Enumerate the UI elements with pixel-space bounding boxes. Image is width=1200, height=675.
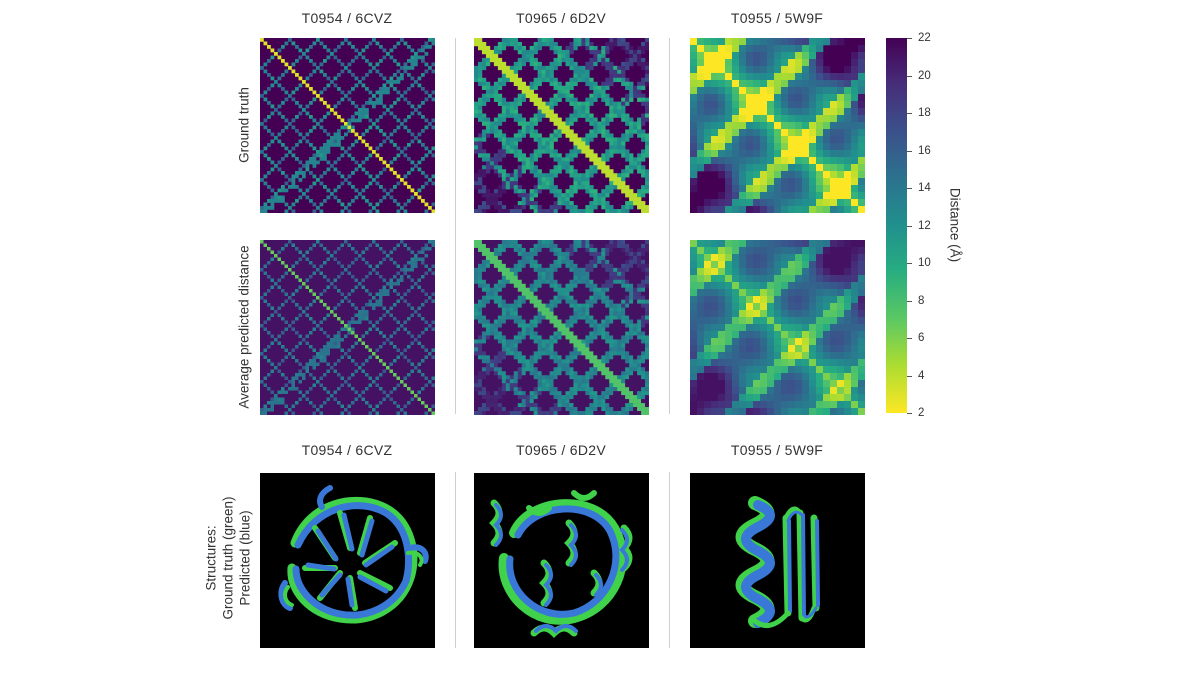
colorbar-tick-mark [907,150,912,152]
distance-map-pred-t0954 [260,240,435,415]
distance-colorbar [886,38,907,413]
column-divider-2-bottom [669,472,670,648]
structures-label-line2: Ground truth (green) [220,496,236,620]
distance-map-gt-t0955 [690,38,865,213]
colorbar-tick-label: 22 [918,32,931,44]
colorbar-tick-mark [907,338,912,339]
row-label-structures: Structures: Ground truth (green) Predict… [203,496,254,619]
distance-map-pred-t0965 [474,240,649,415]
structure-image-t0955 [690,473,865,648]
column-title-bottom-3: T0955 / 5W9F [730,442,824,458]
structure-ribbon-t0965 [489,490,633,638]
colorbar-label: Distance (Å) [947,187,963,263]
colorbar-tick-label: 20 [918,69,931,82]
colorbar-tick-mark [907,300,912,302]
colorbar-tick-mark [907,188,912,189]
colorbar-tick-label: 18 [918,107,931,119]
structure-ribbon-t0954 [278,485,429,624]
colorbar-tick-label: 10 [918,257,931,269]
column-divider-2-top [669,38,670,414]
colorbar-tick-mark [907,38,912,39]
colorbar-tick-label: 6 [918,332,925,344]
colorbar-tick-label: 12 [918,219,931,232]
colorbar-tick-mark [907,413,912,414]
column-title-bottom-1: T0954 / 6CVZ [301,442,393,458]
colorbar-tick-label: 14 [918,182,931,194]
column-divider-1-bottom [455,472,456,648]
column-divider-1-top [455,38,456,414]
colorbar-tick-label: 8 [918,294,925,307]
row-label-ground-truth: Ground truth [236,87,252,163]
distance-map-gt-t0954 [260,38,435,213]
row-label-predicted: Average predicted distance [236,245,252,409]
colorbar-tick-mark [907,375,912,377]
column-title-top-2: T0965 / 6D2V [516,10,606,26]
distance-map-gt-t0965 [474,38,649,213]
colorbar-tick-mark [907,113,912,114]
colorbar-tick-label: 4 [918,369,925,382]
structures-label-line3: Predicted (blue) [237,510,253,606]
column-title-top-3: T0955 / 5W9F [730,10,824,26]
colorbar-tick-label: 16 [918,144,931,157]
distance-map-pred-t0955 [690,240,865,415]
column-title-top-1: T0954 / 6CVZ [301,10,393,26]
structures-label-line1: Structures: [203,525,219,591]
structure-ribbon-t0955 [735,496,820,628]
colorbar-tick-mark [907,75,912,77]
structure-image-t0954 [260,473,435,648]
colorbar-tick-mark [907,263,912,264]
colorbar-tick-label: 2 [918,407,925,419]
structure-image-t0965 [474,473,649,648]
column-title-bottom-2: T0965 / 6D2V [516,442,606,458]
colorbar-tick-mark [907,225,912,227]
